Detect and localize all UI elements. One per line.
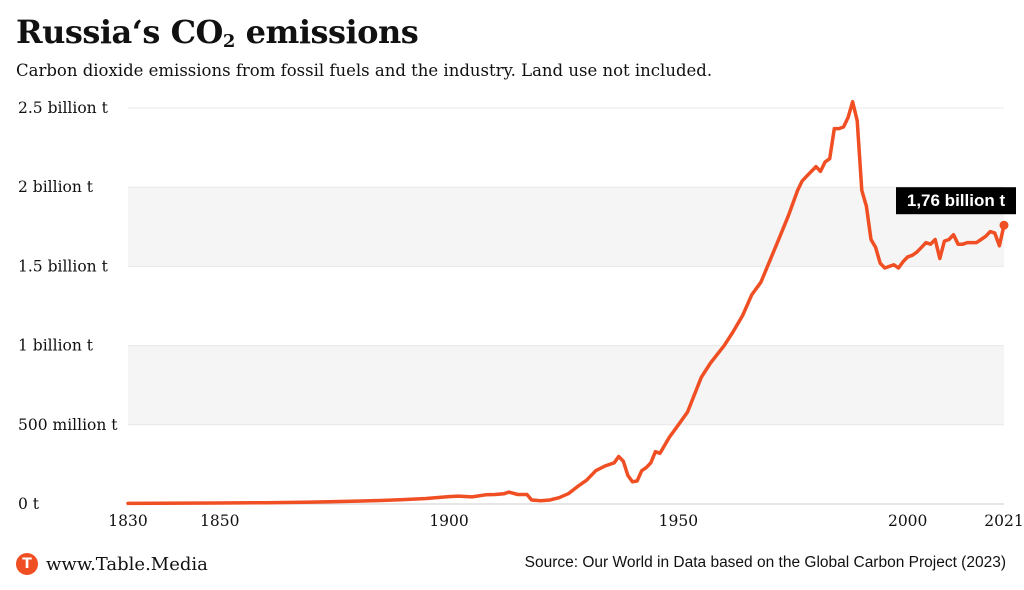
series-line-russia: [126, 99, 1006, 506]
title-rest: emissions: [234, 13, 419, 51]
page-subtitle: Carbon dioxide emissions from fossil fue…: [16, 61, 713, 80]
y-tick-label: 1.5 billion t: [18, 257, 109, 275]
end-point-marker: [999, 220, 1009, 230]
x-tick-label: 1950: [659, 512, 698, 530]
x-tick-label: 1900: [429, 512, 468, 530]
x-tick-label: 1850: [200, 512, 239, 530]
source-note: Source: Our World in Data based on the G…: [524, 554, 1006, 571]
y-tick-label: 2.5 billion t: [18, 99, 109, 117]
y-tick-label: 1 billion t: [18, 337, 94, 355]
title-main: Russia‘s CO: [16, 13, 223, 51]
annotation-box: [896, 187, 1016, 215]
x-tick-label: 2021: [984, 512, 1023, 530]
site-url: www.Table.Media: [46, 553, 208, 575]
title-subscript: 2: [222, 31, 236, 52]
y-tick-label: 2 billion t: [18, 178, 94, 196]
grid-band: [128, 345, 1004, 425]
y-tick-label: 0 t: [18, 495, 40, 513]
x-tick-label: 2000: [888, 512, 927, 530]
x-tick-label: 1830: [108, 512, 147, 530]
y-tick-label: 500 million t: [18, 416, 118, 434]
annotation-label: 1,76 billion t: [907, 191, 1006, 210]
table-media-logo-icon: T: [16, 553, 38, 575]
page-title: Russia‘s CO2 emissions: [16, 10, 419, 64]
grid-band: [128, 187, 1004, 267]
site-credit: T www.Table.Media: [16, 552, 208, 576]
